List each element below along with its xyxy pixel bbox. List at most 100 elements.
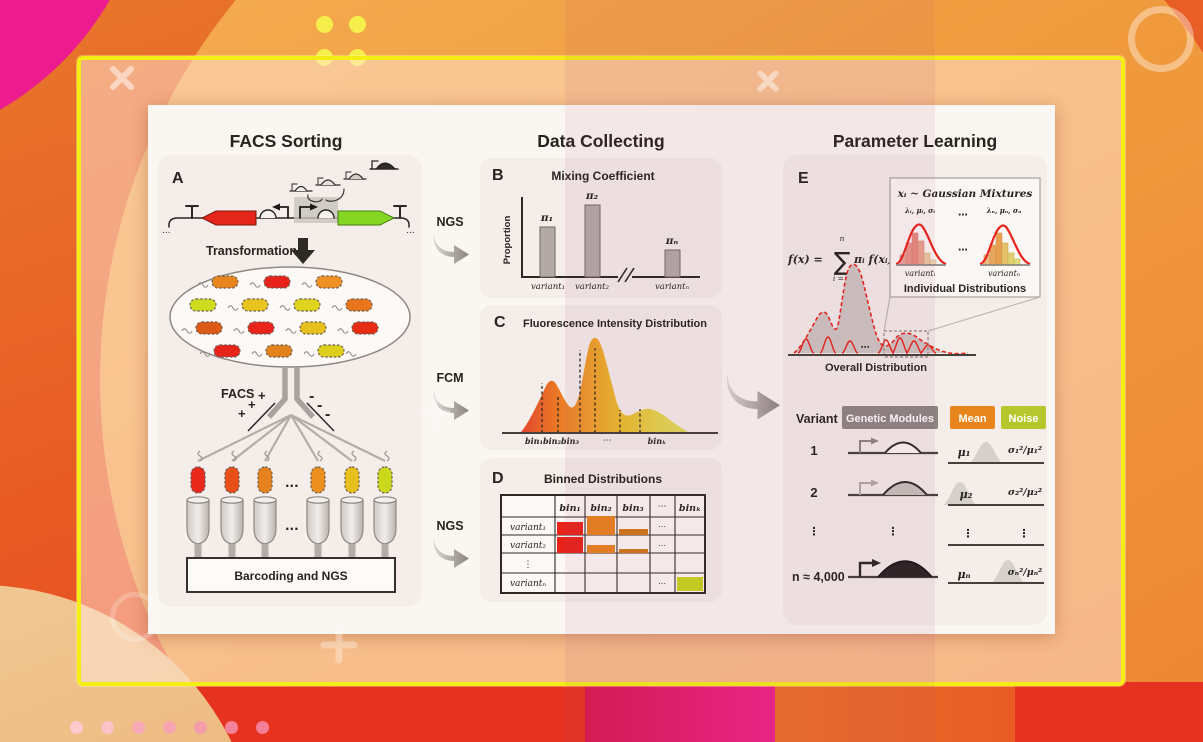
result-row-2: 2 μ₂ σ₂²/μ₂²	[810, 479, 1044, 506]
ngs-top-label: NGS	[436, 215, 463, 229]
cell-dots: ⋯	[658, 579, 666, 588]
green-gene-arrow-icon	[337, 210, 396, 226]
bar-variant1	[539, 226, 556, 278]
right-histogram	[979, 224, 1031, 266]
variant2-tick: variant₂	[575, 282, 610, 292]
panel-e-tag: E	[798, 170, 809, 187]
cells-ellipsis: ...	[285, 476, 299, 490]
promoter-left-icon	[279, 206, 289, 219]
barcoding-label: Barcoding and NGS	[234, 569, 347, 583]
density-curve	[520, 337, 687, 433]
genetic-modules-header-label: Genetic Modules	[846, 413, 934, 425]
panel-c-title: Fluorescence Intensity Distribution	[523, 318, 707, 330]
inset-dots: ⋯	[958, 210, 968, 221]
tubes-ellipsis: ...	[285, 519, 299, 533]
row1-mean: μ₁	[958, 446, 971, 459]
figure-panel: FACS Sorting Data Collecting Parameter L…	[148, 105, 1055, 634]
transformation-label: Transformation	[206, 244, 297, 258]
row2-mean: μ₂	[960, 488, 973, 501]
pi1-label: π₁	[540, 212, 553, 224]
panel-a: A ... ...	[162, 160, 415, 593]
bin-boundaries	[541, 348, 641, 433]
mixture-formula: f(x) = ∑ n i = 1 πᵢ f(xᵢ)	[787, 234, 893, 283]
axis-break-icon	[617, 267, 635, 283]
rowdots-mean: ⋮	[963, 527, 974, 540]
panel-b-tag: B	[492, 167, 504, 184]
cell-dots: ⋯	[658, 541, 666, 550]
minus-sign: -	[309, 388, 314, 405]
yellow-dot	[316, 16, 333, 33]
col-binK: binₖ	[679, 503, 701, 514]
panel-a-box	[158, 155, 422, 607]
variantn-tick: variantₙ	[655, 282, 690, 292]
down-arrow-icon	[291, 238, 315, 264]
left-variant-label: variantᵢ	[905, 269, 936, 278]
variant-header: Variant	[796, 412, 839, 426]
sorting-streams	[197, 414, 386, 462]
collection-tubes: ...	[186, 496, 397, 559]
dot	[225, 721, 238, 734]
dot	[101, 721, 114, 734]
arrow-right-icon	[433, 233, 469, 264]
promoter-icon	[859, 482, 871, 495]
row1-noise: σ₁²/μ₁²	[1008, 445, 1042, 456]
panel-b: B Mixing Coefficient Proportion π₁ π₂ πₙ…	[492, 167, 700, 292]
formula-lower: i = 1	[833, 274, 851, 283]
terminator-icon	[393, 205, 407, 219]
row2-noise: σ₂²/μ₂²	[1008, 487, 1042, 498]
formula-upper: n	[840, 234, 845, 243]
gaussian-icon	[942, 482, 978, 505]
row2-id: 2	[810, 485, 817, 500]
cell-bar	[587, 516, 615, 535]
zoom-region-box	[883, 330, 929, 358]
mean-header	[950, 406, 995, 429]
plus-mark-icon	[419, 397, 451, 429]
panel-a-tag: A	[172, 170, 184, 187]
individual-distributions-inset: xᵢ ~ Gaussian Mixtures λᵢ, μᵢ, σᵢ λₙ, μₙ…	[889, 177, 1041, 298]
ring-icon	[1128, 6, 1194, 72]
cell-bar	[587, 545, 615, 553]
facs-label: FACS	[221, 387, 254, 401]
expression-bump-icon	[882, 481, 928, 496]
plus-mark-icon	[320, 626, 358, 664]
rowdots-id: ⋮	[809, 525, 820, 538]
genetic-construct: ... ...	[162, 160, 415, 236]
fcm-label: FCM	[436, 371, 463, 385]
panel-d-title: Binned Distributions	[544, 472, 662, 486]
bar-variant2	[584, 204, 601, 278]
cell-bar	[619, 549, 648, 553]
promoter-right-icon	[299, 206, 311, 219]
plus-sign: +	[258, 388, 266, 403]
promoter-icon	[859, 440, 871, 453]
panel-d: D Binned Distributions bin₁ bin₂ bin₃ ⋯ …	[492, 470, 706, 594]
result-row-n: n ≈ 4,000 μₙ σₙ²/μₙ²	[792, 559, 1044, 584]
minus-sign: -	[317, 397, 322, 414]
bin2-label: bin₂	[543, 436, 561, 446]
background-bottom-strip-magenta	[585, 682, 775, 742]
bin-dots: ⋯	[603, 436, 612, 446]
rown-id: n ≈ 4,000	[792, 570, 845, 584]
overall-dots: ⋯	[861, 343, 870, 353]
cell-bar	[619, 529, 648, 535]
rowdots-noise: ⋮	[1019, 527, 1030, 540]
bar-variantn	[664, 249, 681, 278]
gaussian-icon	[968, 442, 1004, 463]
sorted-cells: ...	[190, 450, 393, 494]
rowdots-module: ⋮	[888, 525, 899, 538]
panel-d-tag: D	[492, 470, 504, 487]
construct-ellipsis-right: ...	[406, 226, 415, 236]
background-translucent-band	[565, 0, 935, 742]
x-mark-icon	[110, 66, 134, 90]
inset-caption: Individual Distributions	[904, 283, 1026, 295]
red-gene-arrow-icon	[200, 210, 257, 226]
component-peaks	[797, 336, 937, 354]
ring-icon	[110, 592, 160, 642]
panel-c-tag: C	[494, 314, 506, 331]
left-params: λᵢ, μᵢ, σᵢ	[904, 206, 935, 215]
col-bin1: bin₁	[559, 503, 580, 514]
overall-label: Overall Distribution	[825, 362, 927, 374]
pi2-label: π₂	[585, 190, 599, 202]
column-title-facs-sorting: FACS Sorting	[230, 131, 343, 151]
left-histogram	[895, 223, 947, 266]
